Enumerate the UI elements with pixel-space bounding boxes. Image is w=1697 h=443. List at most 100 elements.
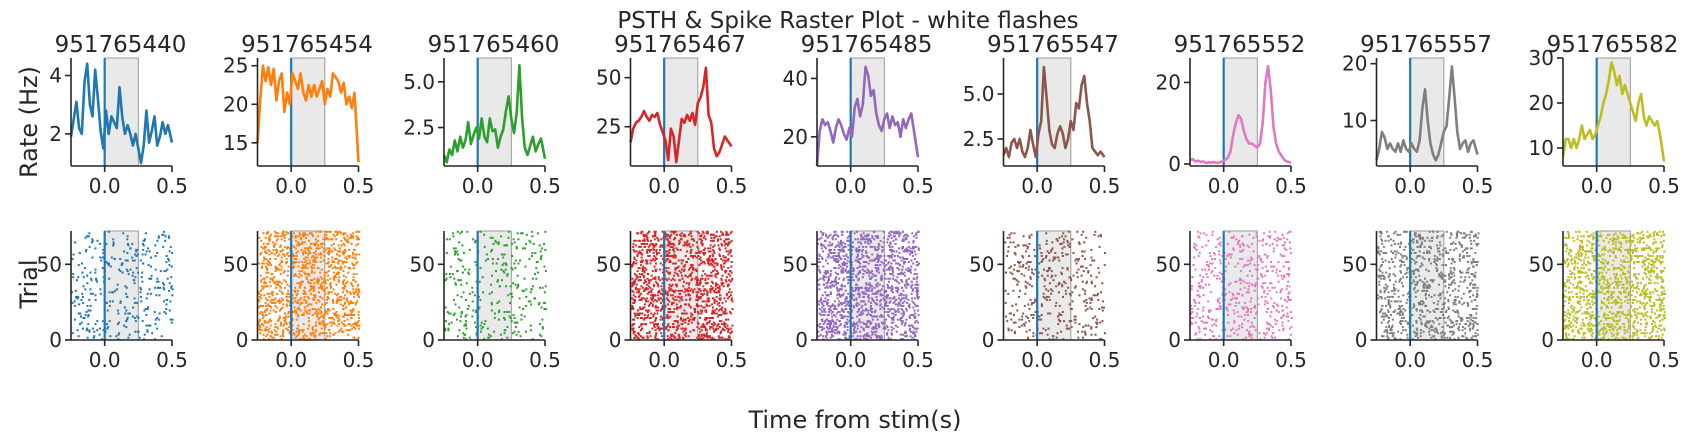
spike-mark — [692, 256, 694, 259]
spike-mark — [851, 276, 854, 279]
spike-mark — [328, 335, 331, 338]
spike-mark — [358, 327, 360, 330]
spike-mark — [648, 330, 651, 333]
spike-mark — [678, 239, 681, 242]
spike-mark — [827, 276, 830, 279]
spike-mark — [683, 309, 686, 312]
spike-mark — [1026, 282, 1029, 285]
spike-mark — [644, 298, 647, 301]
spike-mark — [343, 297, 346, 300]
spike-mark — [478, 306, 481, 309]
spike-mark — [262, 304, 264, 307]
spike-mark — [871, 276, 873, 279]
spike-mark — [288, 238, 291, 241]
spike-mark — [821, 232, 824, 235]
spike-mark — [858, 286, 861, 289]
spike-mark — [705, 335, 707, 338]
spike-mark — [710, 323, 713, 326]
spike-mark — [94, 268, 97, 271]
spike-mark — [125, 268, 128, 271]
spike-mark — [661, 306, 664, 309]
spike-mark — [705, 323, 708, 326]
spike-mark — [830, 321, 833, 324]
spike-mark — [1086, 308, 1089, 310]
spike-mark — [820, 326, 823, 329]
spike-mark — [125, 292, 128, 295]
spike-mark — [257, 323, 260, 326]
spike-mark — [646, 283, 649, 286]
spike-mark — [283, 255, 286, 257]
spike-mark — [826, 270, 829, 273]
spike-mark — [878, 324, 880, 327]
spike-mark — [638, 250, 641, 253]
spike-mark — [286, 252, 289, 254]
spike-mark — [309, 282, 312, 285]
spike-mark — [672, 255, 675, 257]
spike-mark — [860, 233, 863, 236]
spike-mark — [654, 304, 657, 307]
spike-mark — [657, 291, 660, 294]
spike-mark — [728, 279, 731, 282]
spike-mark — [858, 314, 861, 316]
spike-mark — [914, 315, 917, 318]
spike-mark — [538, 301, 541, 304]
spike-mark — [826, 303, 828, 306]
spike-mark — [842, 279, 845, 282]
spike-mark — [1102, 300, 1105, 303]
spike-mark — [669, 294, 672, 297]
spike-mark — [517, 238, 520, 241]
spike-mark — [165, 308, 168, 310]
spike-mark — [310, 333, 313, 336]
spike-mark — [867, 309, 870, 312]
spike-mark — [325, 298, 328, 301]
spike-mark — [685, 332, 687, 335]
spike-mark — [304, 264, 307, 267]
spike-mark — [848, 271, 851, 274]
spike-mark — [543, 242, 546, 245]
spike-mark — [287, 300, 290, 303]
raster-x-tick-label: 0.5 — [716, 348, 748, 372]
spike-mark — [165, 255, 168, 257]
spike-mark — [1068, 303, 1071, 306]
spike-mark — [296, 292, 299, 295]
spike-mark — [1058, 320, 1061, 323]
spike-mark — [288, 300, 291, 303]
spike-mark — [634, 315, 637, 318]
spike-mark — [702, 252, 705, 254]
spike-mark — [342, 315, 344, 318]
spike-mark — [844, 300, 847, 303]
spike-mark — [817, 279, 820, 282]
spike-mark — [837, 241, 840, 244]
spike-mark — [295, 235, 298, 238]
spike-mark — [335, 230, 338, 233]
spike-mark — [670, 233, 673, 236]
spike-mark — [501, 264, 504, 267]
spike-mark — [888, 267, 891, 270]
spike-mark — [889, 242, 892, 245]
spike-mark — [282, 317, 285, 319]
spike-mark — [721, 283, 724, 286]
spike-mark — [667, 255, 670, 257]
spike-mark — [636, 291, 639, 294]
spike-mark — [669, 271, 672, 274]
spike-mark — [647, 248, 649, 251]
spike-mark — [302, 336, 305, 339]
spike-mark — [1032, 317, 1035, 319]
spike-mark — [892, 277, 894, 280]
spike-mark — [839, 242, 842, 245]
spike-mark — [709, 274, 712, 277]
spike-mark — [689, 255, 692, 257]
spike-mark — [102, 320, 105, 323]
spike-mark — [351, 327, 354, 330]
spike-mark — [867, 262, 870, 265]
spike-mark — [879, 289, 882, 292]
spike-mark — [638, 288, 641, 291]
spike-mark — [327, 238, 330, 241]
spike-mark — [118, 268, 121, 271]
spike-mark — [143, 333, 146, 336]
spike-mark — [135, 267, 138, 270]
spike-mark — [825, 282, 828, 285]
spike-mark — [169, 300, 172, 303]
spike-mark — [898, 282, 901, 285]
spike-mark — [275, 252, 278, 254]
